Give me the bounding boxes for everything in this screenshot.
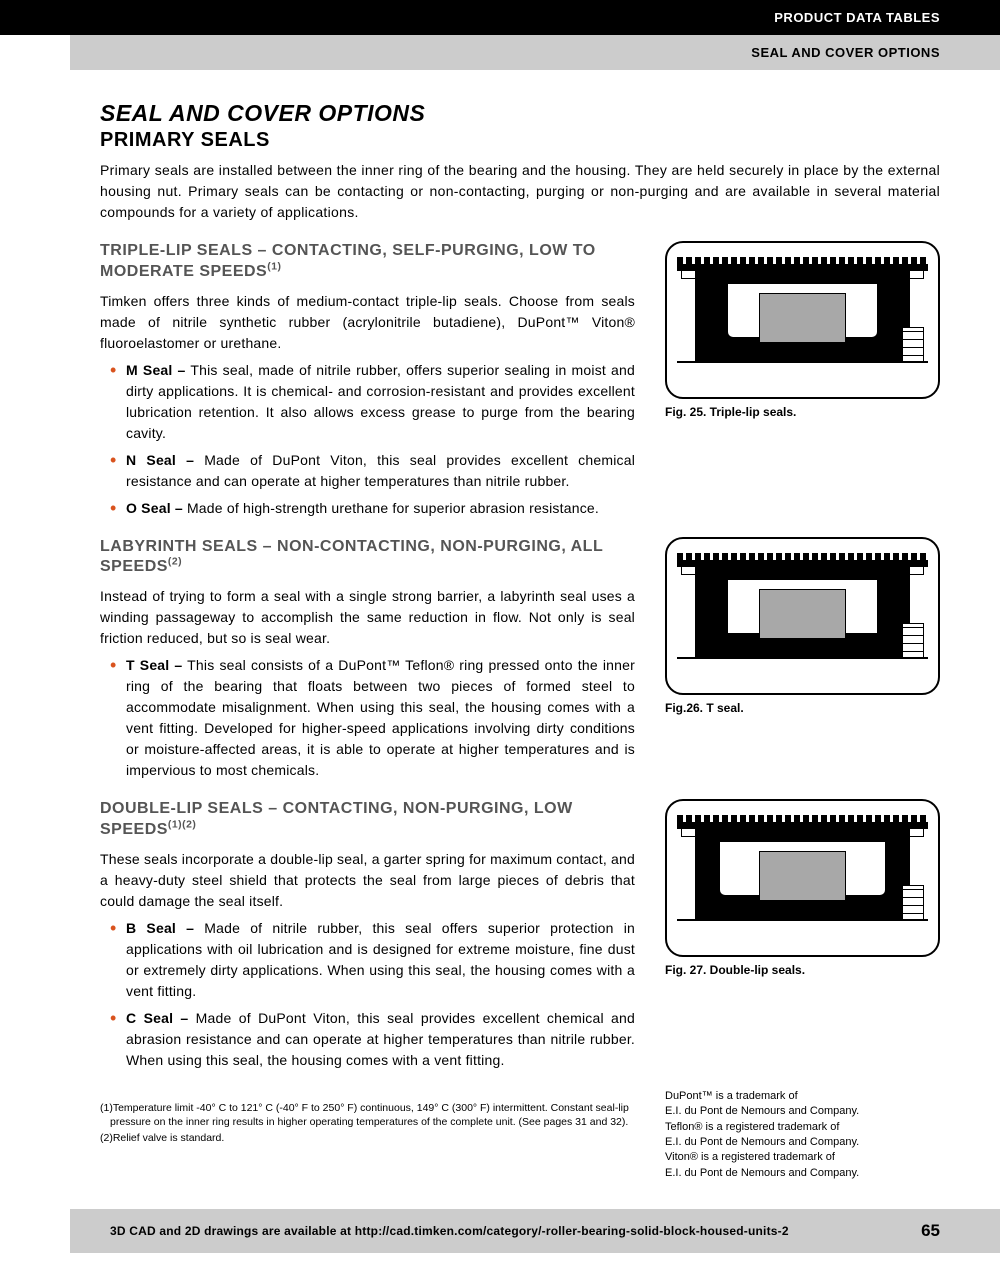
s1-sup: (1): [267, 261, 281, 272]
s1-bullet-o: O Seal – Made of high-strength urethane …: [114, 498, 635, 519]
header-black: PRODUCT DATA TABLES: [0, 0, 1000, 35]
fig25-caption: Fig. 25. Triple-lip seals.: [665, 405, 940, 419]
m-seal-text: This seal, made of nitrile rubber, offer…: [126, 362, 635, 441]
s2-bullet-t: T Seal – This seal consists of a DuPont™…: [114, 655, 635, 781]
footer-text: 3D CAD and 2D drawings are available at …: [110, 1224, 789, 1238]
s1-bullet-m: M Seal – This seal, made of nitrile rubb…: [114, 360, 635, 444]
section-triple-lip: TRIPLE-LIP SEALS – CONTACTING, SELF-PURG…: [100, 241, 940, 529]
b-seal-text: Made of nitrile rubber, this seal offers…: [126, 920, 635, 999]
s3-bullet-b: B Seal – Made of nitrile rubber, this se…: [114, 918, 635, 1002]
intro-text: Primary seals are installed between the …: [100, 160, 940, 223]
main-title: SEAL AND COVER OPTIONS: [100, 100, 940, 127]
section-labyrinth: LABYRINTH SEALS – NON-CONTACTING, NON-PU…: [100, 537, 940, 792]
figure-25: [665, 241, 940, 399]
page-content: SEAL AND COVER OPTIONS PRIMARY SEALS Pri…: [0, 70, 1000, 1191]
b-seal-label: B Seal –: [126, 920, 194, 936]
tm-l5: Viton® is a registered trademark of: [665, 1150, 940, 1165]
tm-l6: E.I. du Pont de Nemours and Company.: [665, 1166, 940, 1181]
o-seal-text: Made of high-strength urethane for super…: [183, 500, 599, 516]
footnotes: (1)Temperature limit -40° C to 121° C (-…: [100, 1101, 635, 1146]
s2-body: Instead of trying to form a seal with a …: [100, 586, 635, 649]
t-seal-text: This seal consists of a DuPont™ Teflon® …: [126, 657, 635, 778]
m-seal-label: M Seal –: [126, 362, 186, 378]
sub-title: PRIMARY SEALS: [100, 129, 940, 152]
fig26-caption: Fig.26. T seal.: [665, 701, 940, 715]
trademark-note: DuPont™ is a trademark of E.I. du Pont d…: [665, 1089, 940, 1181]
s1-body: Timken offers three kinds of medium-cont…: [100, 291, 635, 354]
s3-sup: (1)(2): [168, 820, 196, 831]
s3-title: DOUBLE-LIP SEALS – CONTACTING, NON-PURGI…: [100, 799, 635, 841]
o-seal-label: O Seal –: [126, 500, 183, 516]
s1-bullet-n: N Seal – Made of DuPont Viton, this seal…: [114, 450, 635, 492]
s3-body: These seals incorporate a double-lip sea…: [100, 849, 635, 912]
t-seal-label: T Seal –: [126, 657, 182, 673]
n-seal-text: Made of DuPont Viton, this seal provides…: [126, 452, 635, 489]
s2-title: LABYRINTH SEALS – NON-CONTACTING, NON-PU…: [100, 537, 635, 579]
tm-l2: E.I. du Pont de Nemours and Company.: [665, 1104, 940, 1119]
page-number: 65: [921, 1221, 940, 1241]
tm-l3: Teflon® is a registered trademark of: [665, 1120, 940, 1135]
c-seal-text: Made of DuPont Viton, this seal provides…: [126, 1010, 635, 1068]
s1-title: TRIPLE-LIP SEALS – CONTACTING, SELF-PURG…: [100, 241, 635, 283]
tm-l1: DuPont™ is a trademark of: [665, 1089, 940, 1104]
c-seal-label: C Seal –: [126, 1010, 188, 1026]
fig27-caption: Fig. 27. Double-lip seals.: [665, 963, 940, 977]
footnote-2: (2)Relief valve is standard.: [100, 1131, 635, 1146]
s3-bullet-c: C Seal – Made of DuPont Viton, this seal…: [114, 1008, 635, 1071]
footnote-1: (1)Temperature limit -40° C to 121° C (-…: [100, 1101, 635, 1130]
bottom-notes: (1)Temperature limit -40° C to 121° C (-…: [100, 1089, 940, 1181]
header-gray: SEAL AND COVER OPTIONS: [70, 35, 1000, 70]
s1-title-text: TRIPLE-LIP SEALS – CONTACTING, SELF-PURG…: [100, 242, 596, 280]
figure-26: [665, 537, 940, 695]
figure-27: [665, 799, 940, 957]
page-footer: 3D CAD and 2D drawings are available at …: [70, 1209, 1000, 1253]
n-seal-label: N Seal –: [126, 452, 194, 468]
section-double-lip: DOUBLE-LIP SEALS – CONTACTING, NON-PURGI…: [100, 799, 940, 1081]
s2-sup: (2): [168, 557, 182, 568]
tm-l4: E.I. du Pont de Nemours and Company.: [665, 1135, 940, 1150]
